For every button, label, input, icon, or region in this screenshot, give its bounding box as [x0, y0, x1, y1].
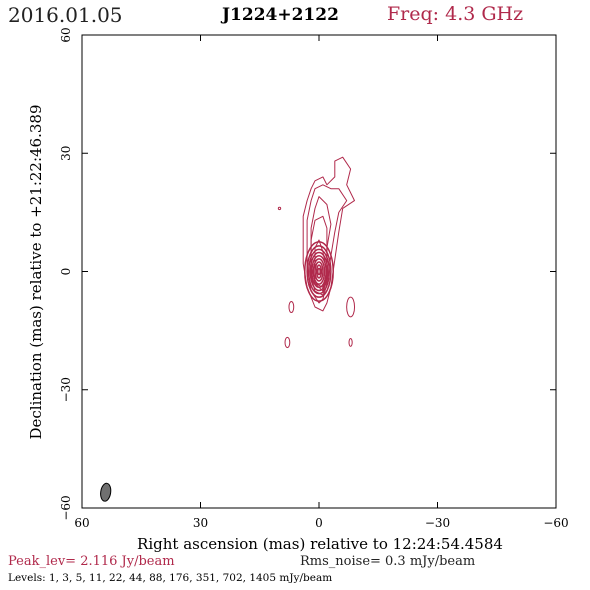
x-tick-label: −30 [425, 516, 450, 530]
core-contour [307, 248, 331, 295]
y-tick-label: −60 [59, 495, 73, 520]
peak-level: Peak_lev= 2.116 Jy/beam [8, 554, 175, 569]
isolated-component [348, 338, 353, 347]
y-tick-label: 60 [59, 27, 73, 42]
beam-ellipse [100, 482, 112, 502]
x-axis-label: Right ascension (mas) relative to 12:24:… [137, 535, 503, 553]
x-tick-labels: 60 30 0 −30 −60 [74, 516, 568, 530]
y-tick-labels: −60 −30 0 30 60 [59, 27, 73, 520]
isolated-component [284, 336, 291, 349]
axis-ticks [81, 34, 557, 509]
y-axis-label: Declination (mas) relative to +21:22:46.… [27, 104, 45, 439]
contour-levels: Levels: 1, 3, 5, 11, 22, 44, 88, 176, 35… [8, 572, 333, 584]
core-contour [304, 241, 334, 302]
frequency-label: Freq: 4.3 GHz [387, 3, 524, 25]
core-contour [312, 258, 326, 285]
x-tick-label: 30 [193, 516, 208, 530]
y-tick-label: −30 [59, 377, 73, 402]
x-tick-label: −60 [543, 516, 568, 530]
core-contour [314, 261, 324, 282]
rms-noise: Rms_noise= 0.3 mJy/beam [300, 554, 476, 569]
isolated-component [346, 296, 356, 318]
observation-date: 2016.01.05 [8, 3, 123, 27]
source-contours [277, 156, 356, 349]
core-contour [315, 264, 323, 279]
isolated-component [277, 206, 282, 211]
x-tick-label: 60 [74, 516, 89, 530]
isolated-component [288, 300, 295, 314]
x-tick-label: 0 [315, 516, 323, 530]
plot-frame [81, 34, 557, 509]
core-contour [306, 245, 332, 298]
core-contour [309, 251, 329, 292]
core-contour [317, 267, 321, 276]
y-tick-label: 30 [59, 146, 73, 161]
core-contour [311, 254, 327, 289]
y-tick-label: 0 [59, 268, 73, 276]
source-name: J1224+2122 [222, 5, 339, 25]
